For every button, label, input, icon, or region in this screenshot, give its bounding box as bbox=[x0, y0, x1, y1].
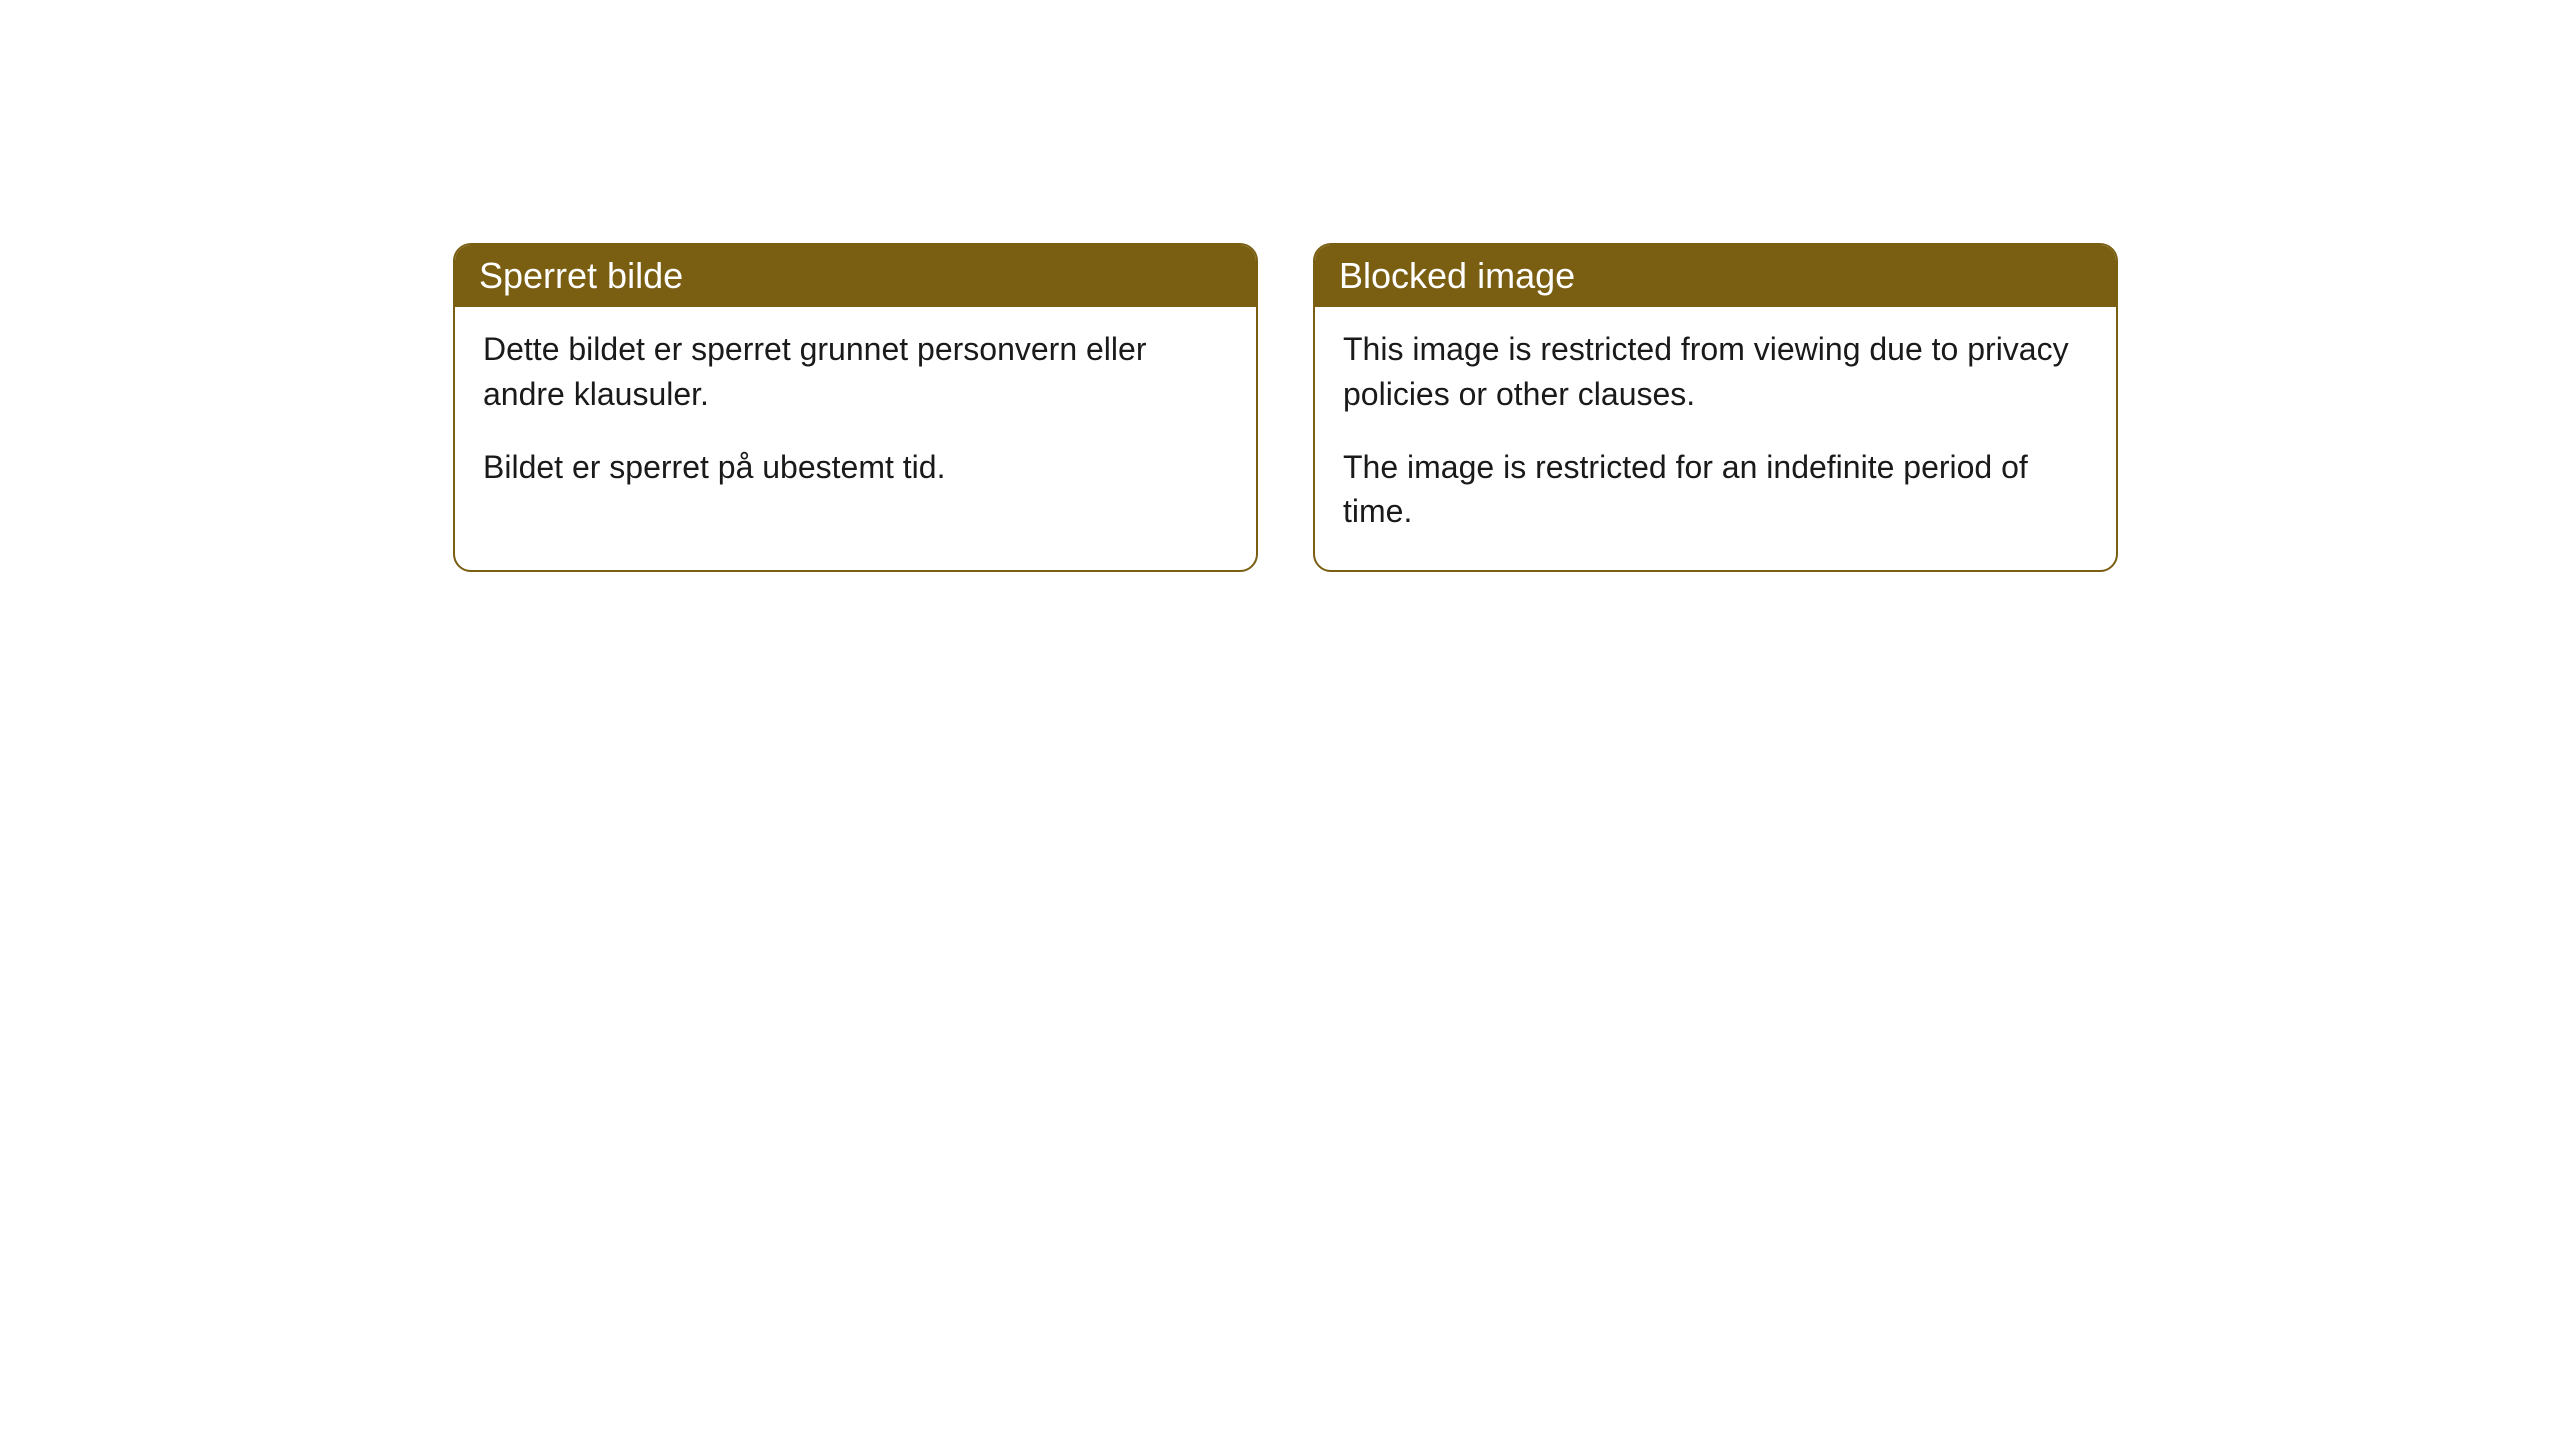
notice-cards-container: Sperret bilde Dette bildet er sperret gr… bbox=[453, 243, 2118, 572]
card-title: Blocked image bbox=[1339, 255, 1575, 296]
card-header: Sperret bilde bbox=[455, 245, 1256, 307]
card-paragraph: This image is restricted from viewing du… bbox=[1343, 327, 2088, 417]
notice-card-norwegian: Sperret bilde Dette bildet er sperret gr… bbox=[453, 243, 1258, 572]
card-paragraph: Bildet er sperret på ubestemt tid. bbox=[483, 445, 1228, 490]
card-body: This image is restricted from viewing du… bbox=[1315, 307, 2116, 570]
card-header: Blocked image bbox=[1315, 245, 2116, 307]
card-paragraph: The image is restricted for an indefinit… bbox=[1343, 445, 2088, 535]
card-title: Sperret bilde bbox=[479, 255, 683, 296]
notice-card-english: Blocked image This image is restricted f… bbox=[1313, 243, 2118, 572]
card-paragraph: Dette bildet er sperret grunnet personve… bbox=[483, 327, 1228, 417]
card-body: Dette bildet er sperret grunnet personve… bbox=[455, 307, 1256, 525]
